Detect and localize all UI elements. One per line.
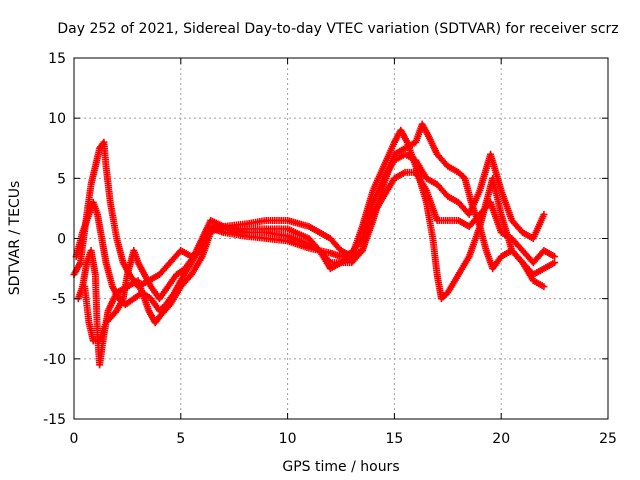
x-tick-label: 15 — [385, 431, 403, 447]
y-axis-label: SDTVAR / TECUs — [7, 181, 23, 296]
x-axis-label: GPS time / hours — [282, 459, 399, 475]
y-tick-label: 10 — [48, 111, 66, 127]
x-tick-label: 10 — [279, 431, 297, 447]
axes: 0 5 10 15 20 25 -15 -10 -5 0 5 10 15 — [43, 51, 617, 447]
grid — [74, 58, 608, 419]
y-tick-label: -15 — [43, 412, 66, 428]
data-points — [70, 120, 559, 369]
x-tick-label: 0 — [70, 431, 79, 447]
x-tick-label: 5 — [176, 431, 185, 447]
data-trace — [75, 122, 557, 367]
y-tick-label: -10 — [43, 352, 66, 368]
x-tick-label: 20 — [492, 431, 510, 447]
y-tick-label: 5 — [57, 171, 66, 187]
chart-title: Day 252 of 2021, Sidereal Day-to-day VTE… — [57, 21, 618, 37]
y-tick-label: 0 — [57, 232, 66, 248]
y-tick-label: 15 — [48, 51, 66, 67]
y-tick-label: -5 — [52, 292, 66, 308]
series-track-4 — [74, 120, 559, 369]
x-tick-label: 25 — [599, 431, 617, 447]
